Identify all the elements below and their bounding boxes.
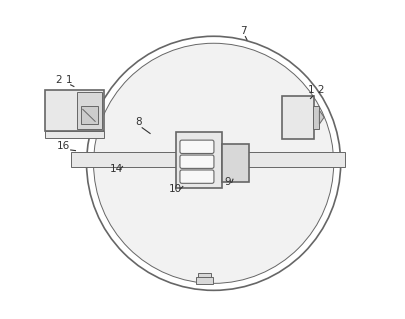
Text: 9: 9: [225, 177, 231, 187]
Text: 16: 16: [57, 141, 70, 151]
FancyBboxPatch shape: [180, 140, 214, 153]
FancyBboxPatch shape: [180, 170, 214, 183]
Bar: [45, 90, 104, 131]
Bar: [222, 144, 249, 182]
Bar: [77, 92, 102, 129]
Bar: [282, 96, 313, 139]
Polygon shape: [320, 110, 324, 124]
Circle shape: [94, 43, 334, 283]
Bar: [81, 106, 98, 124]
Text: 10: 10: [169, 184, 182, 194]
FancyBboxPatch shape: [180, 155, 214, 168]
Text: 7: 7: [241, 26, 247, 36]
Text: 14: 14: [110, 164, 124, 174]
Text: 2 1: 2 1: [56, 75, 72, 85]
Bar: [196, 277, 213, 284]
Bar: [175, 131, 222, 188]
Text: 8: 8: [136, 116, 142, 127]
Bar: [313, 106, 320, 129]
Text: 1 2: 1 2: [308, 85, 324, 95]
Bar: [71, 152, 345, 167]
Bar: [198, 273, 211, 277]
Bar: [45, 131, 104, 138]
